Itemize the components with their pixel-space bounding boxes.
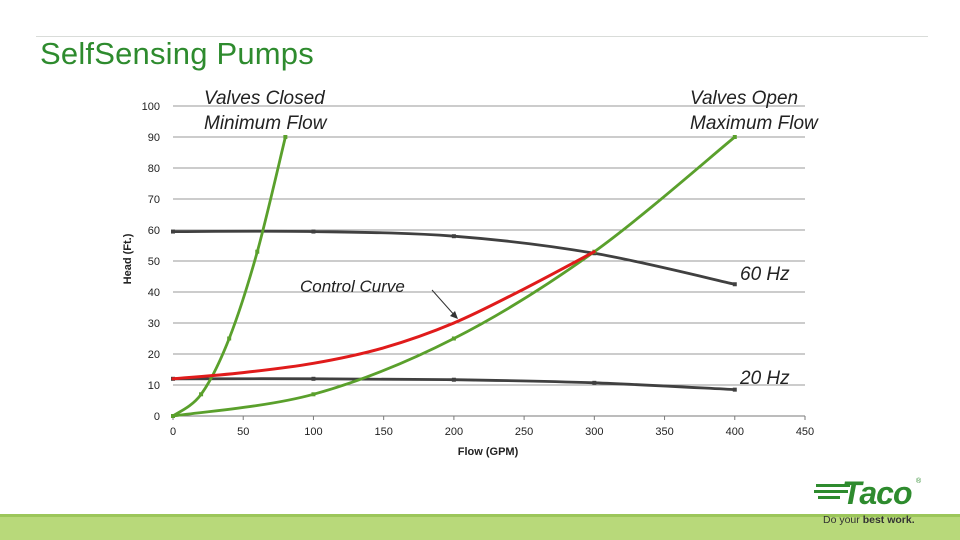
x-axis-label: Flow (GPM) <box>458 446 519 458</box>
y-tick-label: 70 <box>148 194 160 206</box>
data-point-max_flow <box>171 414 175 418</box>
y-axis-label: Head (Ft.) <box>122 233 134 284</box>
y-axis-ticks: 0 10 20 30 40 50 60 70 80 90 100 <box>142 101 160 423</box>
hz20-label: 20 Hz <box>739 368 790 389</box>
y-tick-label: 40 <box>148 287 160 299</box>
data-point-pump_60hz <box>171 229 175 234</box>
data-point-max_flow <box>451 336 456 341</box>
data-point-min_flow <box>283 135 288 139</box>
y-tick-label: 20 <box>148 349 160 361</box>
data-point-pump_60hz <box>311 229 316 234</box>
chart-series <box>171 135 737 418</box>
y-tick-label: 0 <box>154 411 160 423</box>
x-tick-label: 350 <box>655 426 673 438</box>
logo-wordmark: Taco <box>842 475 912 511</box>
hz60-label: 60 Hz <box>740 264 790 285</box>
y-tick-label: 100 <box>142 101 160 113</box>
logo-tagline-bold: best work. <box>862 514 915 526</box>
logo-tagline: Do your best work. <box>823 514 915 526</box>
y-tick-label: 80 <box>148 163 160 175</box>
x-tick-label: 300 <box>585 426 603 438</box>
series-line-max_flow <box>171 135 737 418</box>
taco-logo: Taco ® Do your best work. <box>812 476 924 532</box>
y-tick-label: 90 <box>148 132 160 144</box>
x-tick-label: 400 <box>726 426 744 438</box>
data-point-max_flow <box>311 392 316 397</box>
control-curve-label: Control Curve <box>300 277 405 296</box>
data-point-pump_20hz <box>592 380 597 385</box>
valves-closed-label: Valves Closed <box>204 88 326 109</box>
x-tick-label: 150 <box>374 426 392 438</box>
control-curve-arrowhead <box>450 311 458 319</box>
x-tick-label: 250 <box>515 426 533 438</box>
logo-stripes-icon <box>814 484 850 499</box>
control-curve-arrow <box>431 289 457 318</box>
data-point-min_flow <box>255 249 260 254</box>
data-point-min_flow <box>199 392 204 397</box>
data-point-min_flow <box>227 336 232 341</box>
title-divider <box>36 36 928 37</box>
data-point-pump_20hz <box>732 387 737 392</box>
y-tick-label: 10 <box>148 380 160 392</box>
x-tick-label: 50 <box>237 426 249 438</box>
footer-band-edge <box>0 514 960 517</box>
x-tick-label: 450 <box>796 426 814 438</box>
data-point-pump_60hz <box>732 282 737 287</box>
x-tick-label: 200 <box>445 426 463 438</box>
logo-tagline-plain: Do your <box>823 514 863 526</box>
logo-registered-mark: ® <box>916 478 922 485</box>
data-point-pump_20hz <box>451 377 456 382</box>
data-point-pump_60hz <box>451 234 456 239</box>
y-tick-label: 30 <box>148 318 160 330</box>
minimum-flow-label: Minimum Flow <box>204 113 328 134</box>
x-axis-ticks: 0 50 100 150 200 250 300 350 400 450 <box>170 416 814 438</box>
x-tick-label: 100 <box>304 426 322 438</box>
series-line-control <box>171 250 596 381</box>
valves-open-label: Valves Open <box>690 88 798 109</box>
page-title: SelfSensing Pumps <box>40 36 314 71</box>
data-point-max_flow <box>732 135 737 139</box>
series-line-pump_60hz <box>171 229 737 286</box>
y-tick-label: 50 <box>148 256 160 268</box>
series-line-min_flow <box>171 135 287 418</box>
y-tick-label: 60 <box>148 225 160 237</box>
data-point-pump_20hz <box>311 376 316 381</box>
x-tick-label: 0 <box>170 426 176 438</box>
footer-band <box>0 514 960 540</box>
maximum-flow-label: Maximum Flow <box>690 113 819 134</box>
